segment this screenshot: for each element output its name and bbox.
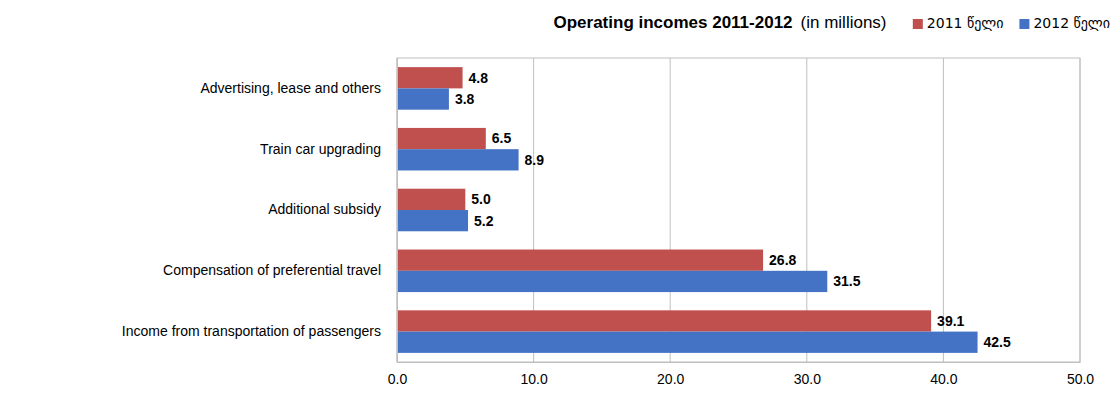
bars — [397, 67, 978, 353]
tick: Income from transportation of passengers — [122, 323, 397, 339]
tick: 0.0 — [388, 362, 408, 387]
legend-label: 2012 წელი — [1033, 15, 1110, 31]
tick: 20.0 — [657, 362, 684, 387]
tick: 50.0 — [1067, 362, 1094, 387]
bar — [397, 332, 978, 353]
x-axis: 0.0 10.0 20.0 30.0 40.0 50.0 — [388, 362, 1095, 387]
legend-swatch — [1019, 19, 1029, 29]
tick: Compensation of preferential travel — [163, 262, 397, 278]
tick: Train car upgrading — [260, 141, 397, 157]
bar — [397, 67, 463, 88]
data-label: 6.5 — [492, 130, 512, 146]
tick-label: Compensation of preferential travel — [163, 262, 381, 278]
data-label: 39.1 — [937, 313, 964, 329]
data-labels: 4.8 6.5 5.0 26.8 39.1 3.8 8.9 5.2 31.5 42.5 — [455, 70, 1011, 350]
legend: 2011 წელი 2012 წელი — [913, 15, 1110, 31]
data-label: 5.0 — [471, 191, 491, 207]
tick-label: Advertising, lease and others — [200, 80, 381, 96]
tick-label: 20.0 — [657, 371, 684, 387]
tick-label: 30.0 — [794, 371, 821, 387]
legend-swatch — [913, 19, 923, 29]
tick: Additional subsidy — [268, 201, 397, 217]
title: Operating incomes 2011-2012 (in millions) — [553, 13, 886, 32]
bar — [397, 88, 449, 109]
tick: 40.0 — [930, 362, 957, 387]
bar — [397, 210, 468, 231]
legend-item: 2011 წელი — [913, 15, 1004, 31]
tick: 10.0 — [520, 362, 547, 387]
subtitle: (in millions) — [801, 13, 887, 32]
legend-label: 2011 წელი — [927, 15, 1004, 31]
bar — [397, 271, 827, 292]
data-label: 42.5 — [984, 334, 1011, 350]
data-label: 26.8 — [769, 252, 796, 268]
tick-label: 10.0 — [520, 371, 547, 387]
tick-label: 50.0 — [1067, 371, 1094, 387]
tick: 30.0 — [794, 362, 821, 387]
data-label: 3.8 — [455, 91, 475, 107]
series — [397, 67, 931, 331]
axis-line — [397, 59, 398, 363]
legend-item: 2012 წელი — [1019, 15, 1110, 31]
grid — [397, 58, 1080, 362]
tick: Advertising, lease and others — [200, 80, 397, 96]
bar — [397, 128, 486, 149]
tick-label: Train car upgrading — [260, 141, 381, 157]
bar — [397, 189, 465, 210]
tick-label: Additional subsidy — [268, 201, 381, 217]
y-axis: Advertising, lease and others Train car u… — [122, 59, 398, 363]
data-label: 8.9 — [525, 152, 545, 168]
plot-frame — [397, 58, 1080, 362]
series — [397, 88, 978, 352]
tick-label: Income from transportation of passengers — [122, 323, 381, 339]
bar — [397, 149, 519, 170]
chart: 4.8 6.5 5.0 26.8 39.1 3.8 8.9 5.2 31.5 42.5 0.0 10.… — [0, 0, 1120, 404]
data-label: 4.8 — [469, 70, 489, 86]
data-label: 5.2 — [474, 213, 494, 229]
title-text: Operating incomes 2011-2012 — [553, 13, 792, 32]
tick-label: 0.0 — [388, 371, 408, 387]
bar — [397, 250, 763, 271]
data-label: 31.5 — [833, 273, 860, 289]
axis-line — [398, 362, 1081, 363]
tick-label: 40.0 — [930, 371, 957, 387]
bar — [397, 310, 931, 331]
